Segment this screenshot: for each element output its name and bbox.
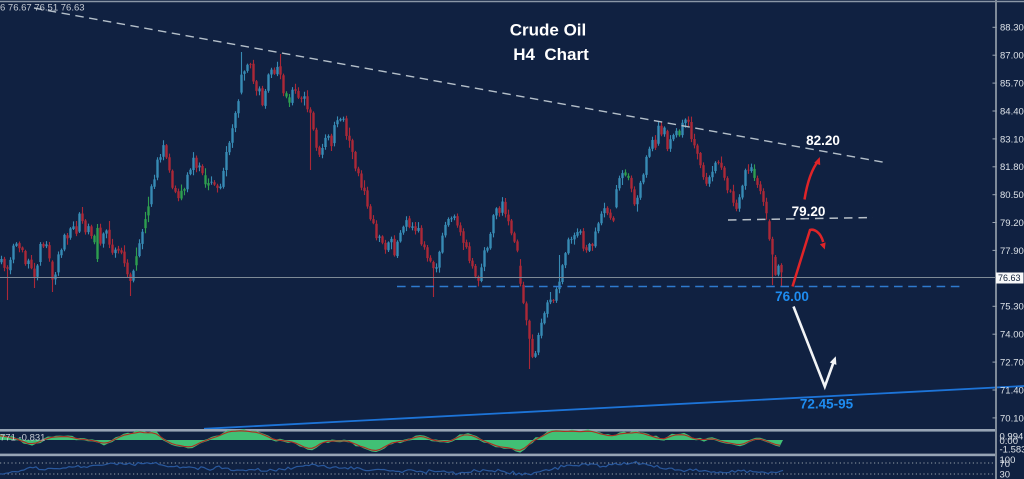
svg-text:80.50: 80.50 (1000, 190, 1024, 201)
svg-text:771 -0.831: 771 -0.831 (0, 432, 45, 443)
svg-text:84.40: 84.40 (1000, 106, 1024, 117)
svg-text:76.63: 76.63 (998, 273, 1021, 283)
svg-text:-1.583: -1.583 (1000, 444, 1024, 455)
svg-text:82.20: 82.20 (806, 133, 840, 148)
svg-text:88.30: 88.30 (1000, 23, 1024, 34)
svg-text:70: 70 (1000, 459, 1011, 470)
svg-text:100: 100 (1000, 455, 1016, 466)
svg-text:85.70: 85.70 (1000, 79, 1024, 90)
svg-text:71.40: 71.40 (1000, 385, 1024, 396)
svg-text:75.30: 75.30 (1000, 302, 1024, 313)
svg-text:H4 Chart: H4 Chart (513, 45, 589, 64)
svg-text:77.90: 77.90 (1000, 246, 1024, 257)
svg-text:74.00: 74.00 (1000, 330, 1024, 341)
svg-text:72.70: 72.70 (1000, 358, 1024, 369)
svg-text:76.00: 76.00 (775, 289, 809, 304)
svg-text:Crude Oil: Crude Oil (510, 21, 587, 40)
svg-text:70.10: 70.10 (1000, 413, 1024, 424)
svg-text:81.80: 81.80 (1000, 162, 1024, 173)
svg-text:0.994: 0.994 (1000, 432, 1024, 443)
svg-text:83.10: 83.10 (1000, 134, 1024, 145)
svg-text:30: 30 (1000, 470, 1011, 479)
svg-text:79.20: 79.20 (792, 204, 826, 219)
svg-text:72.45-95: 72.45-95 (800, 397, 854, 412)
svg-text:6 76.67 76.51 76.63: 6 76.67 76.51 76.63 (0, 3, 85, 14)
svg-text:87.00: 87.00 (1000, 51, 1024, 62)
svg-text:79.20: 79.20 (1000, 218, 1024, 229)
svg-text:0.00: 0.00 (1000, 436, 1019, 447)
